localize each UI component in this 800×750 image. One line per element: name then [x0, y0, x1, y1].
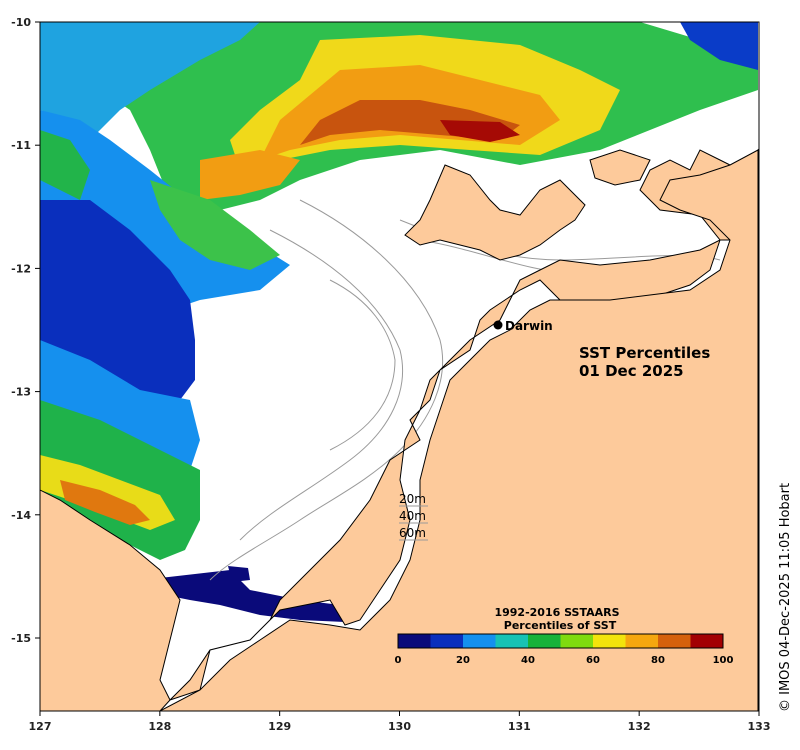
x-tick-label: 130: [388, 720, 411, 733]
credit-text: © IMOS 04-Dec-2025 11:05 Hobart: [778, 482, 793, 712]
legend: 1992-2016 SSTAARS Percentiles of SST 0 20…: [395, 606, 734, 666]
x-tick-label: 129: [268, 720, 291, 733]
legend-colorbar: [398, 634, 724, 648]
y-tick-label: -10: [11, 16, 31, 29]
legend-swatch: [593, 634, 626, 648]
sst-region-north-darkred: [440, 120, 520, 142]
sst-region-south-navy: [160, 570, 345, 622]
legend-swatch: [625, 634, 659, 648]
x-tick-label: 127: [29, 720, 52, 733]
legend-tick-label: 100: [713, 655, 734, 666]
depth-label-20m: 20m: [399, 492, 426, 506]
legend-tick-label: 0: [395, 655, 402, 666]
x-tick-label: 128: [148, 720, 171, 733]
legend-tick-label: 20: [456, 655, 470, 666]
sst-region-sw-orange: [60, 480, 150, 525]
sst-region-ne-blue: [680, 22, 758, 70]
legend-title-line2: Percentiles of SST: [504, 619, 617, 632]
sst-region-n-orange2: [200, 150, 300, 200]
y-tick-label: -15: [11, 632, 31, 645]
x-tick-label: 133: [748, 720, 771, 733]
legend-swatch: [398, 634, 431, 648]
y-tick-label: -13: [11, 386, 31, 399]
legend-swatch: [560, 634, 594, 648]
darwin-marker-icon: [493, 320, 503, 330]
map-title-line2: 01 Dec 2025: [579, 362, 684, 380]
legend-swatch: [658, 634, 691, 648]
sst-region-west-green2: [150, 180, 280, 270]
legend-colorbar-frame: [397, 633, 724, 649]
legend-swatch: [528, 634, 561, 648]
sst-region-north-cyan: [40, 22, 260, 140]
sst-region-south-navy2: [228, 566, 250, 582]
map-title-line1: SST Percentiles: [579, 344, 710, 362]
legend-swatch: [690, 634, 724, 648]
land-east: [159, 149, 759, 711]
legend-tick-label: 80: [651, 655, 665, 666]
credit-watermark: © IMOS 04-Dec-2025 11:05 Hobart: [778, 483, 798, 732]
legend-swatch: [495, 634, 529, 648]
darwin-label: Darwin: [505, 319, 553, 333]
legend-swatch: [463, 634, 496, 648]
legend-title-line1: 1992-2016 SSTAARS: [494, 606, 619, 619]
y-tick-label: -12: [11, 262, 31, 275]
depth-label-60m: 60m: [399, 526, 426, 540]
land-island: [589, 149, 651, 186]
y-tick-label: -14: [11, 509, 31, 522]
land-peninsula-north: [404, 164, 586, 261]
legend-ticks: 0 20 40 60 80 100: [395, 655, 734, 666]
y-axis-ticks: -10 -11 -12 -13 -14 -15: [11, 16, 40, 645]
land-mass: [40, 148, 759, 711]
sst-region-west-darkblue: [40, 200, 195, 400]
y-tick-label: -11: [11, 139, 31, 152]
x-tick-label: 132: [628, 720, 651, 733]
x-axis-ticks: 127 128 129 130 131 132 133: [29, 711, 771, 733]
legend-tick-label: 40: [521, 655, 535, 666]
depth-label-40m: 40m: [399, 509, 426, 523]
sst-region-west-green: [40, 130, 90, 200]
x-tick-label: 131: [508, 720, 531, 733]
legend-swatch: [430, 634, 464, 648]
legend-tick-label: 60: [586, 655, 600, 666]
